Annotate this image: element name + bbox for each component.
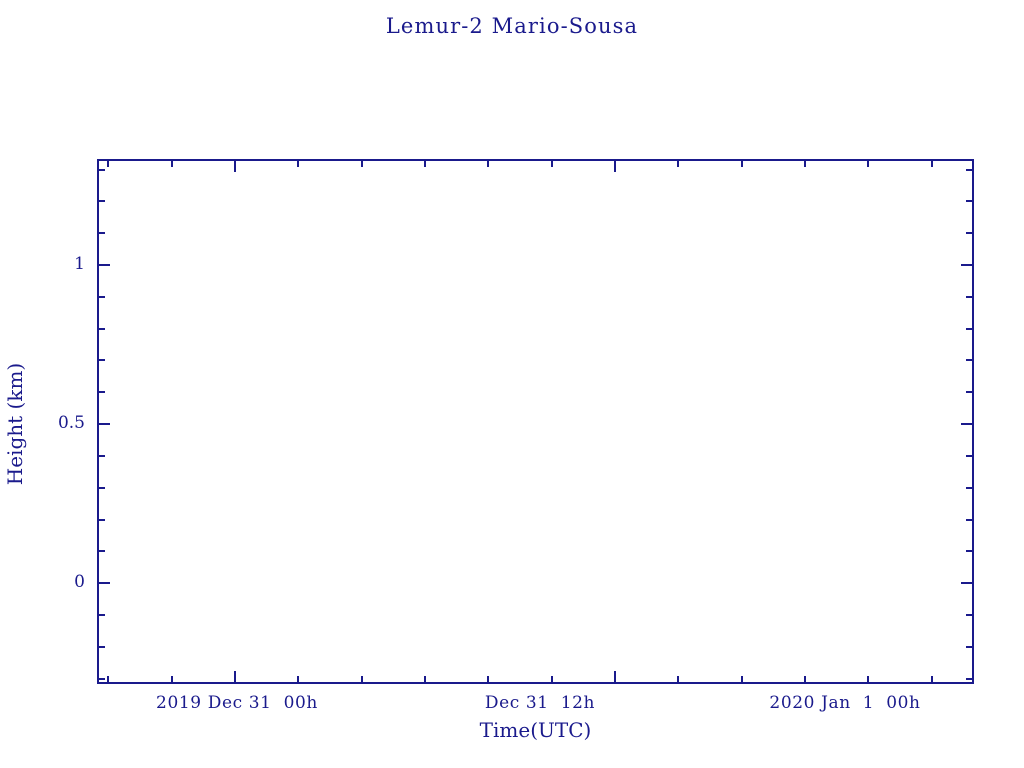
y-tick-0.2 (97, 518, 105, 521)
y-tick-right-0.3 (966, 486, 974, 489)
x-tick-bottom-6 (424, 676, 426, 684)
x-tick-bottom-10 (550, 676, 553, 684)
y-tick-right-1.3 (966, 168, 974, 171)
x-tick-top-18 (804, 159, 806, 167)
x-tick-top--4 (107, 159, 110, 167)
x-tick-top-8 (487, 159, 490, 167)
y-tick-right-0.5 (961, 423, 974, 426)
y-tick--0.2 (97, 645, 105, 648)
y-tick-right-0.4 (966, 454, 974, 457)
x-tick-top-4 (360, 159, 363, 167)
y-tick-right--0.2 (966, 645, 974, 648)
y-tick-0.3 (97, 486, 105, 489)
y-tick-right-0.1 (966, 550, 974, 553)
y-tick-right-1.2 (966, 200, 974, 203)
x-tick-bottom-22 (930, 676, 933, 684)
y-tick-label-0: 0 (74, 572, 85, 593)
y-tick-0.5 (97, 423, 110, 426)
x-tick-top-20 (867, 159, 870, 167)
x-tick-bottom-2 (297, 676, 300, 684)
chart-title: Lemur-2 Mario-Sousa (385, 14, 639, 38)
x-tick-bottom-16 (740, 676, 743, 684)
x-tick-top-0 (234, 159, 236, 172)
y-tick-right-0 (961, 582, 974, 585)
x-tick-label-0: 2019 Dec 31 00h (156, 693, 318, 713)
y-tick-0.7 (97, 359, 105, 362)
y-tick--0.3 (97, 677, 105, 680)
x-tick-label-1: Dec 31 12h (484, 693, 596, 713)
x-tick-top-22 (930, 159, 933, 167)
y-tick-label-0.5: 0.5 (57, 413, 85, 434)
x-tick-top--2 (170, 159, 173, 167)
x-tick-top-2 (297, 159, 300, 167)
y-tick-0 (97, 582, 110, 585)
x-tick-bottom-0 (234, 671, 236, 684)
plot-area (97, 159, 974, 684)
y-tick-right-0.7 (966, 359, 974, 362)
y-tick-right-1 (961, 263, 974, 266)
y-tick-0.8 (97, 327, 105, 330)
x-tick-top-10 (550, 159, 553, 167)
y-tick-0.6 (97, 391, 105, 394)
y-tick-right--0.1 (966, 613, 974, 616)
y-tick-right-0.9 (966, 295, 974, 298)
x-tick-top-16 (740, 159, 743, 167)
y-axis-title: Height (km) (3, 362, 27, 486)
x-tick-bottom--2 (170, 676, 173, 684)
y-tick-1.1 (97, 232, 105, 235)
y-tick-right-0.6 (966, 391, 974, 394)
y-tick-right-1.1 (966, 232, 974, 235)
x-tick-bottom-4 (360, 676, 363, 684)
y-tick-label-1: 1 (74, 253, 85, 274)
x-axis-title: Time(UTC) (479, 718, 592, 742)
x-tick-top-14 (677, 159, 680, 167)
y-tick-right--0.3 (966, 677, 974, 680)
x-tick-bottom-18 (804, 676, 806, 684)
y-tick-1 (97, 263, 110, 266)
y-tick-1.3 (97, 168, 105, 171)
y-tick-0.1 (97, 550, 105, 553)
x-tick-bottom-12 (614, 671, 616, 684)
x-tick-label-2: 2020 Jan 1 00h (769, 693, 921, 713)
x-tick-top-6 (424, 159, 426, 167)
y-tick--0.1 (97, 613, 105, 616)
x-tick-top-12 (614, 159, 616, 172)
y-tick-0.9 (97, 295, 105, 298)
y-tick-0.4 (97, 454, 105, 457)
plot-frame (97, 159, 974, 684)
y-tick-1.2 (97, 200, 105, 203)
data-series-layer (97, 159, 974, 684)
x-tick-bottom-20 (867, 676, 870, 684)
x-tick-bottom--4 (107, 676, 110, 684)
x-tick-bottom-8 (487, 676, 490, 684)
y-tick-right-0.8 (966, 327, 974, 330)
x-tick-bottom-14 (677, 676, 680, 684)
y-tick-right-0.2 (966, 518, 974, 521)
